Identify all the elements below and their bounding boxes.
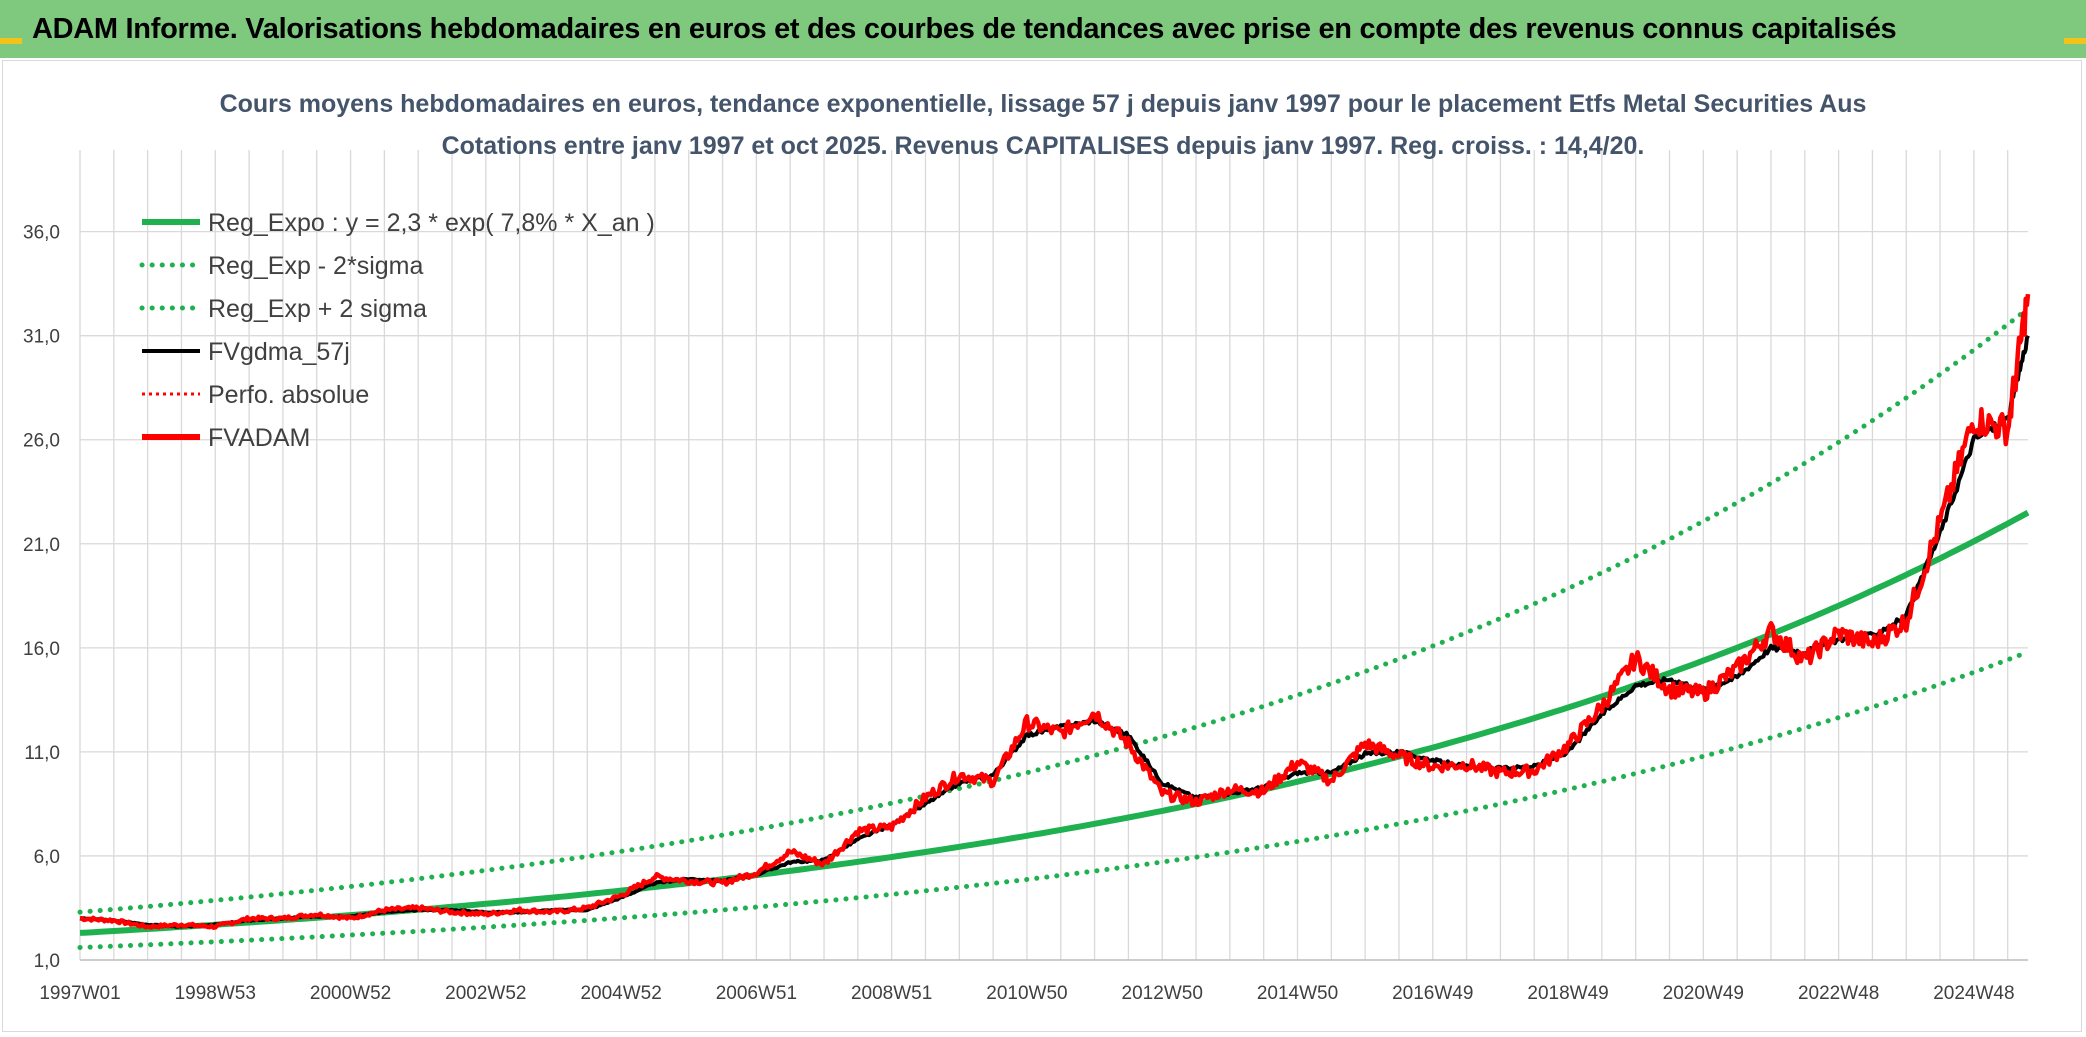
- banner-title: ADAM Informe. Valorisations hebdomadaire…: [32, 12, 1897, 45]
- y-tick-label: 31,0: [23, 327, 60, 348]
- legend-label: FVgdma_57j: [208, 338, 350, 366]
- chart-subtitle: Cotations entre janv 1997 et oct 2025. R…: [442, 132, 1645, 160]
- x-tick-label: 2022W48: [1798, 983, 1879, 1004]
- legend: Reg_Expo : y = 2,3 * exp( 7,8% * X_an ) R…: [139, 209, 655, 452]
- y-tick-label: 36,0: [23, 223, 60, 244]
- x-tick-label: 1998W53: [175, 983, 256, 1004]
- legend-label: Reg_Expo : y = 2,3 * exp( 7,8% * X_an ): [208, 209, 655, 237]
- y-tick-label: 26,0: [23, 431, 60, 452]
- reg-exp-plus-2sigma-line: [77, 306, 2031, 915]
- x-tick-label: 2004W52: [580, 983, 661, 1004]
- x-tick-label: 2024W48: [1933, 983, 2014, 1004]
- y-tick-label: 16,0: [23, 639, 60, 660]
- legend-label: Perfo. absolue: [208, 381, 369, 409]
- x-tick-label: 2006W51: [716, 983, 797, 1004]
- fvadam-line: [79, 293, 2031, 930]
- y-tick-label: 21,0: [23, 535, 60, 556]
- series-layer: [77, 293, 2031, 950]
- reg-exp-minus-2sigma-line: [77, 649, 2031, 950]
- x-tick-label: 2020W49: [1663, 983, 1744, 1004]
- x-tick-label: 1997W01: [39, 983, 120, 1004]
- x-tick-label: 2000W52: [310, 983, 391, 1004]
- fvgdma-57j-line: [79, 334, 2030, 929]
- x-tick-label: 2008W51: [851, 983, 932, 1004]
- chart-title: Cours moyens hebdomadaires en euros, ten…: [220, 90, 1867, 118]
- banner-corner-left: [0, 38, 22, 44]
- reg-expo-line: [79, 509, 2030, 936]
- x-axis: 1997W01 1998W53 2000W52 2002W52 2004W52 2006W…: [39, 959, 2028, 1004]
- x-tick-label: 2002W52: [445, 983, 526, 1004]
- report-banner: ADAM Informe. Valorisations hebdomadaire…: [0, 0, 2086, 58]
- y-axis: 1,0 6,0 11,0 16,0 21,0 26,0 31,0 36,0: [23, 223, 60, 972]
- legend-label: FVADAM: [208, 424, 310, 452]
- x-tick-label: 2016W49: [1392, 983, 1473, 1004]
- x-tick-label: 2012W50: [1122, 983, 1203, 1004]
- y-tick-label: 6,0: [34, 847, 60, 868]
- legend-label: Reg_Exp - 2*sigma: [208, 252, 423, 280]
- y-tick-label: 1,0: [34, 951, 60, 972]
- legend-label: Reg_Exp + 2 sigma: [208, 295, 427, 323]
- chart-frame: [2, 60, 2082, 1032]
- x-tick-label: 2018W49: [1527, 983, 1608, 1004]
- banner-corner-right: [2064, 38, 2086, 44]
- y-tick-label: 11,0: [24, 743, 60, 764]
- x-tick-label: 2014W50: [1257, 983, 1338, 1004]
- x-tick-label: 2010W50: [986, 983, 1067, 1004]
